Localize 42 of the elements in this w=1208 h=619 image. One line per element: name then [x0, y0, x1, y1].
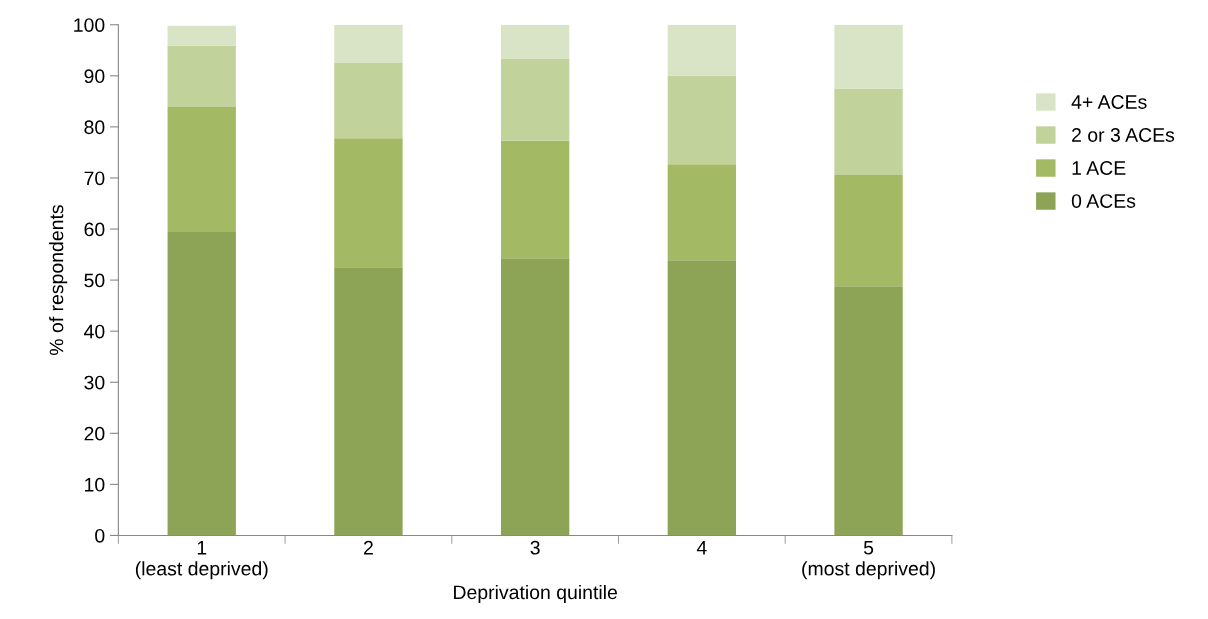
y-tick-label: 30 [84, 375, 105, 390]
bar [500, 58, 570, 141]
bar [167, 106, 236, 233]
bar [500, 24, 570, 59]
y-tick-label: 70 [84, 171, 105, 186]
legend-label: 1 ACE [1072, 161, 1126, 175]
y-tick-label: 80 [84, 120, 105, 135]
y-tick-label: 10 [85, 477, 105, 492]
x-axis-title: Deprivation quintile [454, 584, 617, 604]
x-tick-label: 1 (least deprived) [135, 541, 268, 580]
bar [667, 260, 737, 536]
y-tick-label: 90 [84, 69, 105, 84]
bar [834, 88, 903, 175]
bar [334, 267, 403, 536]
bar [834, 174, 903, 287]
bar [167, 25, 236, 46]
x-tick-label: 4 [696, 541, 707, 555]
x-tick-label: 2 [364, 540, 373, 555]
bar [334, 138, 403, 268]
y-tick-label: 40 [84, 324, 105, 339]
x-tick-label: 3 [530, 540, 540, 555]
y-tick-label: 100 [74, 18, 105, 32]
bar [834, 286, 903, 536]
y-tick-label: 20 [84, 426, 105, 441]
bar [667, 24, 737, 76]
bar [334, 63, 403, 139]
bar [167, 232, 236, 536]
y-axis-title: % of respondents [49, 205, 68, 356]
bar [834, 24, 903, 89]
legend-label: 4+ ACEs [1071, 95, 1147, 109]
y-tick-label: 50 [84, 273, 105, 288]
bar [500, 140, 570, 259]
bar [334, 24, 403, 64]
bar [167, 45, 236, 107]
bar [500, 258, 570, 536]
bar [667, 75, 737, 165]
x-tick-label: 5 (most deprived) [802, 541, 935, 580]
bar [667, 164, 737, 261]
y-tick-label: 0 [95, 528, 105, 543]
legend-label: 0 ACEs [1071, 194, 1136, 208]
y-tick-label: 60 [84, 222, 105, 237]
legend-label: 2 or 3 ACEs [1072, 128, 1175, 142]
